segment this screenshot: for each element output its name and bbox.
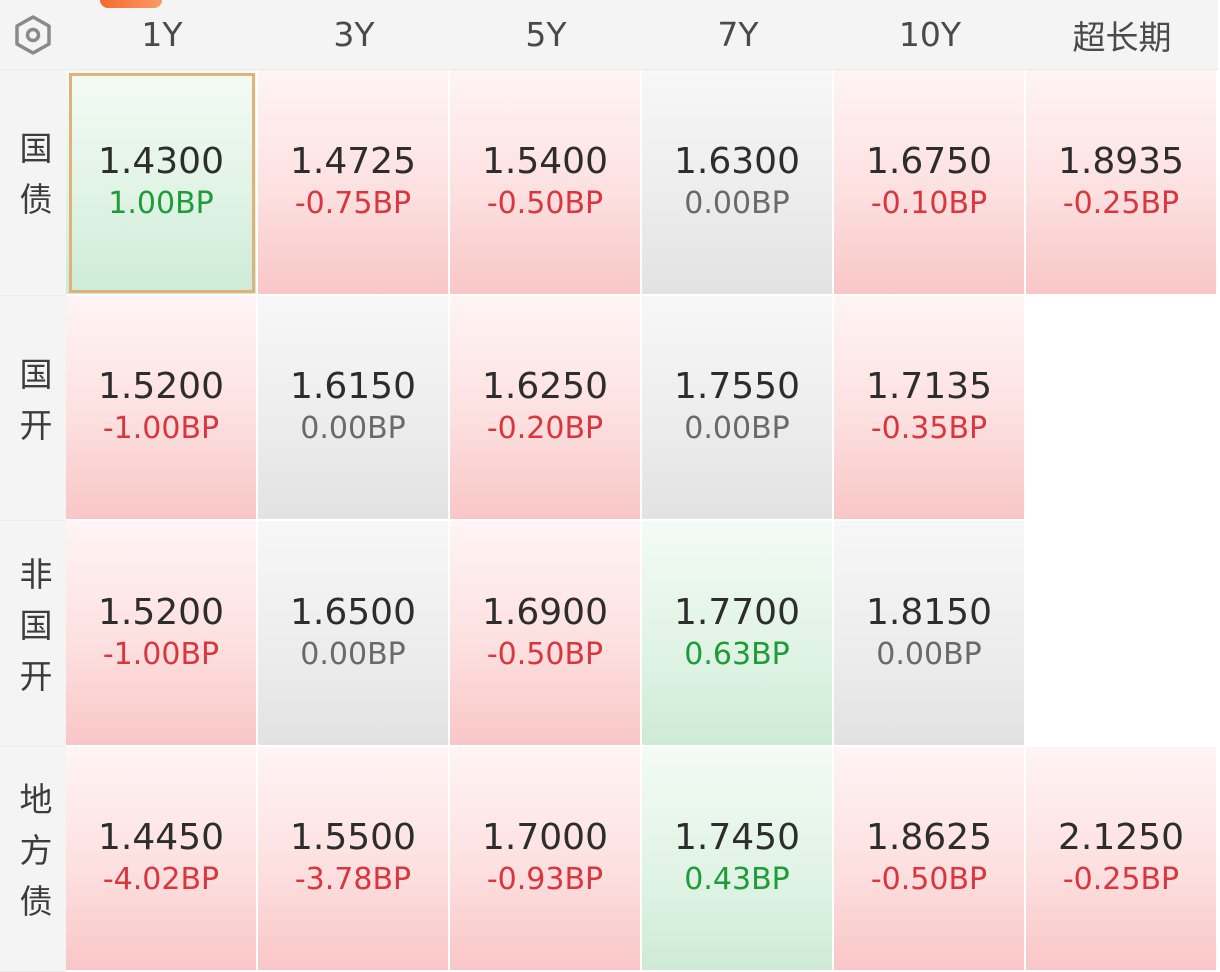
yield-change: -0.25BP: [1062, 862, 1180, 898]
yield-value: 1.8625: [866, 817, 992, 859]
yield-change: -1.00BP: [102, 636, 220, 672]
yield-cell-treasury-7y[interactable]: 1.6300 0.00BP: [642, 70, 834, 296]
yield-cell-treasury-10y[interactable]: 1.6750 -0.10BP: [834, 70, 1026, 296]
yield-cell-local-gov-7y[interactable]: 1.7450 0.43BP: [642, 746, 834, 972]
yield-cell-non-cdb-policy-ultra-long: [1026, 521, 1218, 747]
yield-value: 1.6300: [674, 140, 800, 182]
yield-change: -0.93BP: [486, 862, 604, 898]
yield-value: 1.5200: [98, 591, 224, 633]
yield-change: -0.75BP: [294, 185, 412, 221]
yield-change: -1.00BP: [102, 411, 220, 447]
yield-cell-non-cdb-policy-7y[interactable]: 1.7700 0.63BP: [642, 521, 834, 747]
yield-change: -0.50BP: [486, 636, 604, 672]
yield-cell-local-gov-1y[interactable]: 1.4450 -4.02BP: [66, 746, 258, 972]
yield-value: 1.5200: [98, 366, 224, 408]
yield-cell-cdb-1y[interactable]: 1.5200 -1.00BP: [66, 295, 258, 521]
yield-change: 0.00BP: [684, 185, 790, 221]
yield-cell-non-cdb-policy-10y[interactable]: 1.8150 0.00BP: [834, 521, 1026, 747]
yield-change: -0.50BP: [870, 862, 988, 898]
yield-change: -3.78BP: [294, 862, 412, 898]
yield-change: 0.63BP: [684, 636, 790, 672]
yield-cell-cdb-10y[interactable]: 1.7135 -0.35BP: [834, 295, 1026, 521]
column-header-5y[interactable]: 5Y: [450, 0, 642, 70]
row-header-label: 地方债: [14, 782, 53, 936]
yield-value: 1.7700: [674, 591, 800, 633]
yield-change: 0.00BP: [876, 636, 982, 672]
yield-cell-local-gov-ultra-long[interactable]: 2.1250 -0.25BP: [1026, 746, 1218, 972]
yield-value: 1.6900: [482, 591, 608, 633]
yield-cell-non-cdb-policy-5y[interactable]: 1.6900 -0.50BP: [450, 521, 642, 747]
yield-value: 1.5500: [290, 817, 416, 859]
yield-value: 1.8150: [866, 591, 992, 633]
row-header-label: 国债: [14, 131, 53, 234]
yield-cell-treasury-5y[interactable]: 1.5400 -0.50BP: [450, 70, 642, 296]
yield-cell-treasury-3y[interactable]: 1.4725 -0.75BP: [258, 70, 450, 296]
yield-change: -0.20BP: [486, 411, 604, 447]
yield-value: 1.6150: [290, 366, 416, 408]
column-header-ultra-long[interactable]: 超长期: [1026, 0, 1218, 70]
yield-cell-treasury-ultra-long[interactable]: 1.8935 -0.25BP: [1026, 70, 1218, 296]
column-header-7y[interactable]: 7Y: [642, 0, 834, 70]
yield-cell-non-cdb-policy-3y[interactable]: 1.6500 0.00BP: [258, 521, 450, 747]
yield-value: 1.6750: [866, 140, 992, 182]
yield-change: 0.00BP: [684, 411, 790, 447]
yield-value: 1.7450: [674, 817, 800, 859]
yield-change: 0.00BP: [300, 411, 406, 447]
row-header-treasury[interactable]: 国债: [0, 70, 66, 296]
yield-change: -0.25BP: [1062, 185, 1180, 221]
yield-cell-treasury-1y[interactable]: 1.4300 1.00BP: [66, 70, 258, 296]
yield-cell-local-gov-3y[interactable]: 1.5500 -3.78BP: [258, 746, 450, 972]
yield-value: 1.5400: [482, 140, 608, 182]
yield-value: 1.7550: [674, 366, 800, 408]
row-header-cdb[interactable]: 国开: [0, 295, 66, 521]
yield-value: 1.4300: [98, 140, 224, 182]
column-header-1y[interactable]: 1Y: [66, 0, 258, 70]
row-header-label: 非国开: [14, 556, 53, 710]
yield-value: 1.6500: [290, 591, 416, 633]
row-header-local-gov[interactable]: 地方债: [0, 746, 66, 972]
yield-value: 1.4725: [290, 140, 416, 182]
column-header-3y[interactable]: 3Y: [258, 0, 450, 70]
active-tab-indicator: [100, 0, 162, 8]
yield-cell-local-gov-5y[interactable]: 1.7000 -0.93BP: [450, 746, 642, 972]
row-header-non-cdb-policy[interactable]: 非国开: [0, 521, 66, 747]
yield-cell-cdb-ultra-long: [1026, 295, 1218, 521]
yield-change: 0.00BP: [300, 636, 406, 672]
column-header-10y[interactable]: 10Y: [834, 0, 1026, 70]
row-header-label: 国开: [14, 356, 53, 459]
yield-change: 0.43BP: [684, 862, 790, 898]
yield-cell-cdb-3y[interactable]: 1.6150 0.00BP: [258, 295, 450, 521]
yield-value: 1.7000: [482, 817, 608, 859]
yield-change: -0.35BP: [870, 411, 988, 447]
yield-value: 1.6250: [482, 366, 608, 408]
settings-button[interactable]: [0, 0, 66, 70]
yield-value: 2.1250: [1058, 817, 1184, 859]
hexagon-settings-icon: [15, 14, 51, 55]
yield-value: 1.4450: [98, 817, 224, 859]
yield-cell-local-gov-10y[interactable]: 1.8625 -0.50BP: [834, 746, 1026, 972]
yield-cell-cdb-7y[interactable]: 1.7550 0.00BP: [642, 295, 834, 521]
yield-change: -0.10BP: [870, 185, 988, 221]
yield-cell-non-cdb-policy-1y[interactable]: 1.5200 -1.00BP: [66, 521, 258, 747]
yield-value: 1.7135: [866, 366, 992, 408]
yield-change: 1.00BP: [108, 185, 214, 221]
yield-change: -0.50BP: [486, 185, 604, 221]
yield-value: 1.8935: [1058, 140, 1184, 182]
yield-cell-cdb-5y[interactable]: 1.6250 -0.20BP: [450, 295, 642, 521]
yield-change: -4.02BP: [102, 862, 220, 898]
